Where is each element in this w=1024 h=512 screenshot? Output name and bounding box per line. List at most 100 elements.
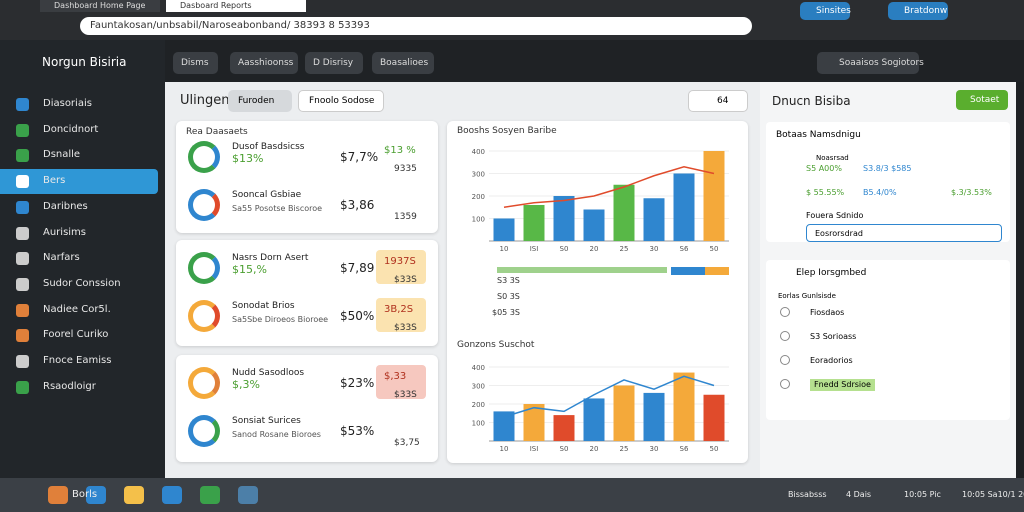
row-name: Sonodat Brios [232,301,295,311]
taskbar-icon [200,486,220,504]
chart-title: Gonzons Suschot [457,340,535,350]
select[interactable]: Eosrorsdrad [806,224,1002,242]
row-percent: $15,% [232,263,267,276]
list-item[interactable]: Eoradorios [810,356,853,365]
list-item[interactable]: Fiosdaos [810,308,845,317]
tab[interactable]: Dashboard Home Page [40,0,160,12]
list-item[interactable]: S3 Sorioass [810,332,857,341]
donut-icon [188,300,220,332]
badge-sub: $33S [394,390,417,400]
chart-label: $05 3S [492,308,520,317]
status-text: 4 Dais [846,490,872,499]
y-tick-label: 300 [472,171,485,179]
button[interactable]: Sinsites [800,2,851,20]
y-tick-label: 100 [472,420,485,428]
badge-sub: $3,75 [394,438,420,448]
row-name: Nudd Sasodloos [232,368,305,378]
menu-item[interactable]: Aurisims [43,226,87,238]
bar [583,209,605,241]
address-bar-row: Fauntakosan/unbsabil/Naroseabonband/ 383… [0,2,1024,40]
panel-button[interactable]: Sotaet [956,90,1008,110]
x-tick-label: S0 [560,245,569,253]
status-text: 10:05 Pic [904,490,941,499]
row-value: $7,89 [340,261,375,275]
url-field[interactable]: Fauntakosan/unbsabil/Naroseabonband/ 383… [80,17,752,35]
x-tick-label: ISI [530,245,539,253]
section-title: Elep Iorsgmbed [796,268,867,278]
button[interactable]: Bratdonw [888,2,948,20]
strip [671,267,705,275]
card: Rea Daasaets Dusof Basdsicss $13% $7,7% $13 … [176,121,438,233]
x-tick-label: S0 [560,445,569,453]
menu-item[interactable]: Daribnes [43,200,88,212]
menu-item[interactable]: Sudor Conssion [43,277,121,289]
taskbar-icon [238,486,258,504]
section-sub: Eorlas Gunlsisde [778,292,836,300]
row-percent: $,3% [232,378,260,391]
filter[interactable]: Furoden [228,90,292,112]
x-tick-label: S6 [680,445,689,453]
menu-item[interactable]: Bers [43,175,66,187]
menu-item[interactable]: Nadiee Cor5l. [43,303,111,315]
donut-icon [188,141,220,173]
zoom[interactable]: 64 [688,90,748,112]
badge-sub: $33S [394,275,417,285]
menu-item[interactable]: Dsnalle [43,149,81,161]
y-tick-label: 100 [472,216,485,224]
section-title: Botaas Namsdnigu [776,130,861,140]
menu-item[interactable]: Fnoce Eamiss [43,355,112,366]
donut-icon [188,252,220,284]
badge: $,33 [376,365,426,399]
taskbar-app[interactable]: Borls [72,489,98,500]
menu-item[interactable]: Narfars [43,252,80,264]
toolbar-button[interactable]: D Disrisy [305,52,363,74]
menu-item[interactable]: Doncidnort [43,123,99,135]
list-item[interactable]: Fnedd Sdrsioe [810,379,875,391]
strip [705,267,729,275]
badge: $13 % [384,145,416,156]
bar [673,372,695,441]
row-subtext: Sanod Rosane Bioroes [232,430,321,439]
toolbar-button[interactable]: Boasalioes [372,52,434,74]
brand: Norgun Bisiria [42,55,127,69]
badge: 3B,2S [376,298,426,332]
menu-item[interactable]: Rsaodloigr [43,380,96,392]
chart-title: Booshs Sosyen Baribe [457,126,557,136]
y-tick-label: 400 [472,148,485,156]
charts: Booshs Sosyen Baribe 100 200 300 400 10 ISI S0 2… [457,126,729,453]
menu-item[interactable]: Foorel Curiko [43,329,109,341]
line [503,165,715,208]
menu-icon [16,329,29,343]
x-tick-label: 10 [500,245,509,253]
filter[interactable]: Fnoolo Sodose [298,90,384,112]
taskbar-icon [48,486,68,504]
x-tick-label: 25 [620,245,629,253]
bar [553,415,575,441]
row-name: Sonsiat Surices [232,416,301,426]
card: Nudd Sasodloos $,3% $23% $,33 $33S Sonsiat Su… [176,355,438,462]
badge-sub: 1359 [394,212,417,222]
menu-icon [16,200,29,214]
card: Nasrs Dorn Asert $15,% $7,89 1937S $33S Sonod… [176,240,438,346]
x-tick-label: 50 [710,245,719,253]
row-value: $7,7% [340,150,379,164]
stat: $.3/3.53% [951,188,992,197]
sidebar: Norgun Bisiria Diasoriais Doncidnort Dsnal… [0,40,165,478]
row-percent: $13% [232,152,264,165]
page-title: Ulingen [180,93,230,108]
menu-icon [16,252,29,266]
chart-label: S3 3S [497,276,520,285]
donut-icon [188,367,220,399]
menu-item[interactable]: Diasoriais [43,98,92,109]
y-tick-label: 200 [472,401,485,409]
row-value: $23% [340,376,375,390]
toolbar: Disms Aasshioonss D Disrisy Boasalioes Soaai… [165,40,1024,82]
tab[interactable]: Dasboard Reports [166,0,306,12]
bar [703,394,725,441]
toolbar-button[interactable]: Aasshioonss [230,52,298,74]
stat: B5.4/0% [863,188,897,197]
toolbar-button[interactable]: Disms [173,52,218,74]
taskbar: Borls Bissabsss 4 Dais 10:05 Pic 10:05 Sa10/… [0,478,1024,512]
toolbar-button[interactable]: Soaaisos Sogiotors [817,52,924,74]
